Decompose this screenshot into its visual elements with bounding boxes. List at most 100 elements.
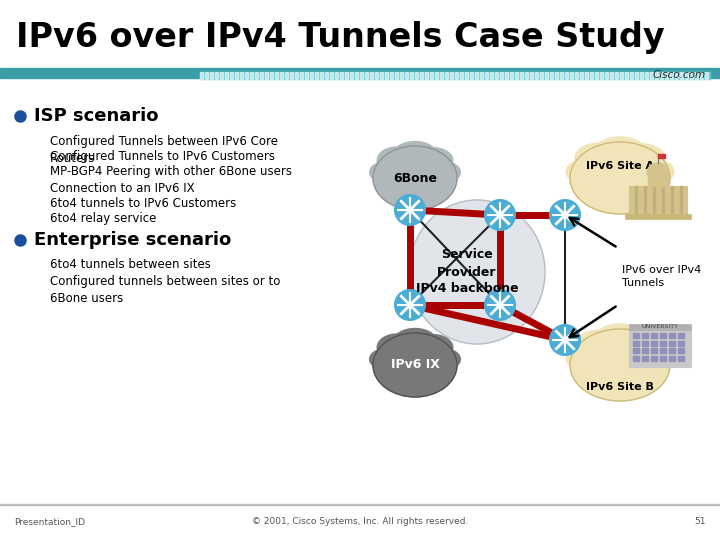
Bar xyxy=(669,333,675,338)
Bar xyxy=(425,72,428,79)
Bar xyxy=(545,72,547,79)
Bar xyxy=(651,341,657,346)
Bar xyxy=(555,72,557,79)
Ellipse shape xyxy=(377,147,418,174)
Bar xyxy=(0,505,720,540)
Bar xyxy=(633,333,639,338)
Bar xyxy=(225,72,228,79)
Bar xyxy=(669,355,675,361)
Ellipse shape xyxy=(369,349,400,369)
Bar xyxy=(365,72,367,79)
Ellipse shape xyxy=(409,200,545,344)
Text: ISP scenario: ISP scenario xyxy=(34,107,158,125)
Bar xyxy=(629,329,691,367)
Bar xyxy=(315,72,318,79)
Text: UNIVERSITY: UNIVERSITY xyxy=(642,325,678,329)
Bar xyxy=(650,72,652,79)
Bar xyxy=(245,72,248,79)
Bar xyxy=(415,72,418,79)
Text: Cisco.com: Cisco.com xyxy=(653,70,706,80)
Bar xyxy=(700,72,703,79)
Bar xyxy=(420,72,423,79)
Bar xyxy=(651,355,657,361)
Text: © 2001, Cisco Systems, Inc. All rights reserved.: © 2001, Cisco Systems, Inc. All rights r… xyxy=(252,517,468,526)
Bar xyxy=(390,72,392,79)
Bar xyxy=(275,72,277,79)
Bar xyxy=(410,72,413,79)
Text: IPv6 Site A: IPv6 Site A xyxy=(586,161,654,171)
Bar xyxy=(575,72,577,79)
Bar xyxy=(360,72,362,79)
Bar xyxy=(385,72,387,79)
Bar xyxy=(495,72,498,79)
Text: Connection to an IPv6 IX: Connection to an IPv6 IX xyxy=(50,182,194,195)
Bar xyxy=(220,72,222,79)
Bar xyxy=(345,72,348,79)
Bar xyxy=(460,72,462,79)
Bar xyxy=(690,72,693,79)
Bar xyxy=(678,348,684,353)
Bar xyxy=(695,72,698,79)
Bar xyxy=(560,72,562,79)
Bar xyxy=(240,72,243,79)
Bar xyxy=(280,72,282,79)
Ellipse shape xyxy=(594,324,646,354)
Bar xyxy=(475,72,477,79)
Bar xyxy=(310,72,312,79)
Bar xyxy=(0,68,720,78)
Text: Configured Tunnels between IPv6 Core
Routers: Configured Tunnels between IPv6 Core Rou… xyxy=(50,135,278,165)
Bar xyxy=(653,186,655,213)
Bar xyxy=(265,72,268,79)
Ellipse shape xyxy=(617,331,665,360)
Ellipse shape xyxy=(617,144,665,173)
Ellipse shape xyxy=(373,333,457,397)
Bar xyxy=(620,72,623,79)
Bar xyxy=(629,186,687,218)
Bar xyxy=(445,72,448,79)
Bar xyxy=(678,355,684,361)
Bar xyxy=(600,72,603,79)
Bar xyxy=(215,72,217,79)
Bar xyxy=(669,341,675,346)
Bar xyxy=(0,504,720,505)
Bar xyxy=(290,72,292,79)
Bar xyxy=(480,72,482,79)
Text: IPv6 over IPv4
Tunnels: IPv6 over IPv4 Tunnels xyxy=(622,265,701,288)
Text: 51: 51 xyxy=(695,517,706,526)
Bar xyxy=(485,72,487,79)
Bar xyxy=(400,72,402,79)
Bar xyxy=(610,72,613,79)
Bar xyxy=(520,72,523,79)
Bar xyxy=(678,341,684,346)
Bar xyxy=(570,72,572,79)
Bar xyxy=(625,72,628,79)
Bar xyxy=(629,324,691,330)
Bar xyxy=(644,186,646,213)
Bar xyxy=(665,72,667,79)
Text: IPv6 IX: IPv6 IX xyxy=(390,359,439,372)
Bar xyxy=(615,72,618,79)
Bar xyxy=(535,72,538,79)
Ellipse shape xyxy=(430,349,460,369)
Bar xyxy=(642,333,648,338)
Text: IPv6 Site B: IPv6 Site B xyxy=(586,382,654,392)
Bar xyxy=(320,72,323,79)
Bar xyxy=(230,72,233,79)
Bar xyxy=(285,72,287,79)
Ellipse shape xyxy=(638,347,674,370)
Ellipse shape xyxy=(430,162,460,183)
Ellipse shape xyxy=(393,328,437,355)
Bar xyxy=(565,72,567,79)
Bar xyxy=(205,72,207,79)
Bar xyxy=(510,72,513,79)
Bar xyxy=(642,348,648,353)
Bar xyxy=(270,72,272,79)
Bar xyxy=(250,72,253,79)
Bar xyxy=(660,355,666,361)
Bar xyxy=(685,72,688,79)
Text: 6Bone: 6Bone xyxy=(393,172,437,185)
Bar xyxy=(630,72,632,79)
Bar xyxy=(642,355,648,361)
Ellipse shape xyxy=(413,147,453,173)
Bar xyxy=(200,72,202,79)
